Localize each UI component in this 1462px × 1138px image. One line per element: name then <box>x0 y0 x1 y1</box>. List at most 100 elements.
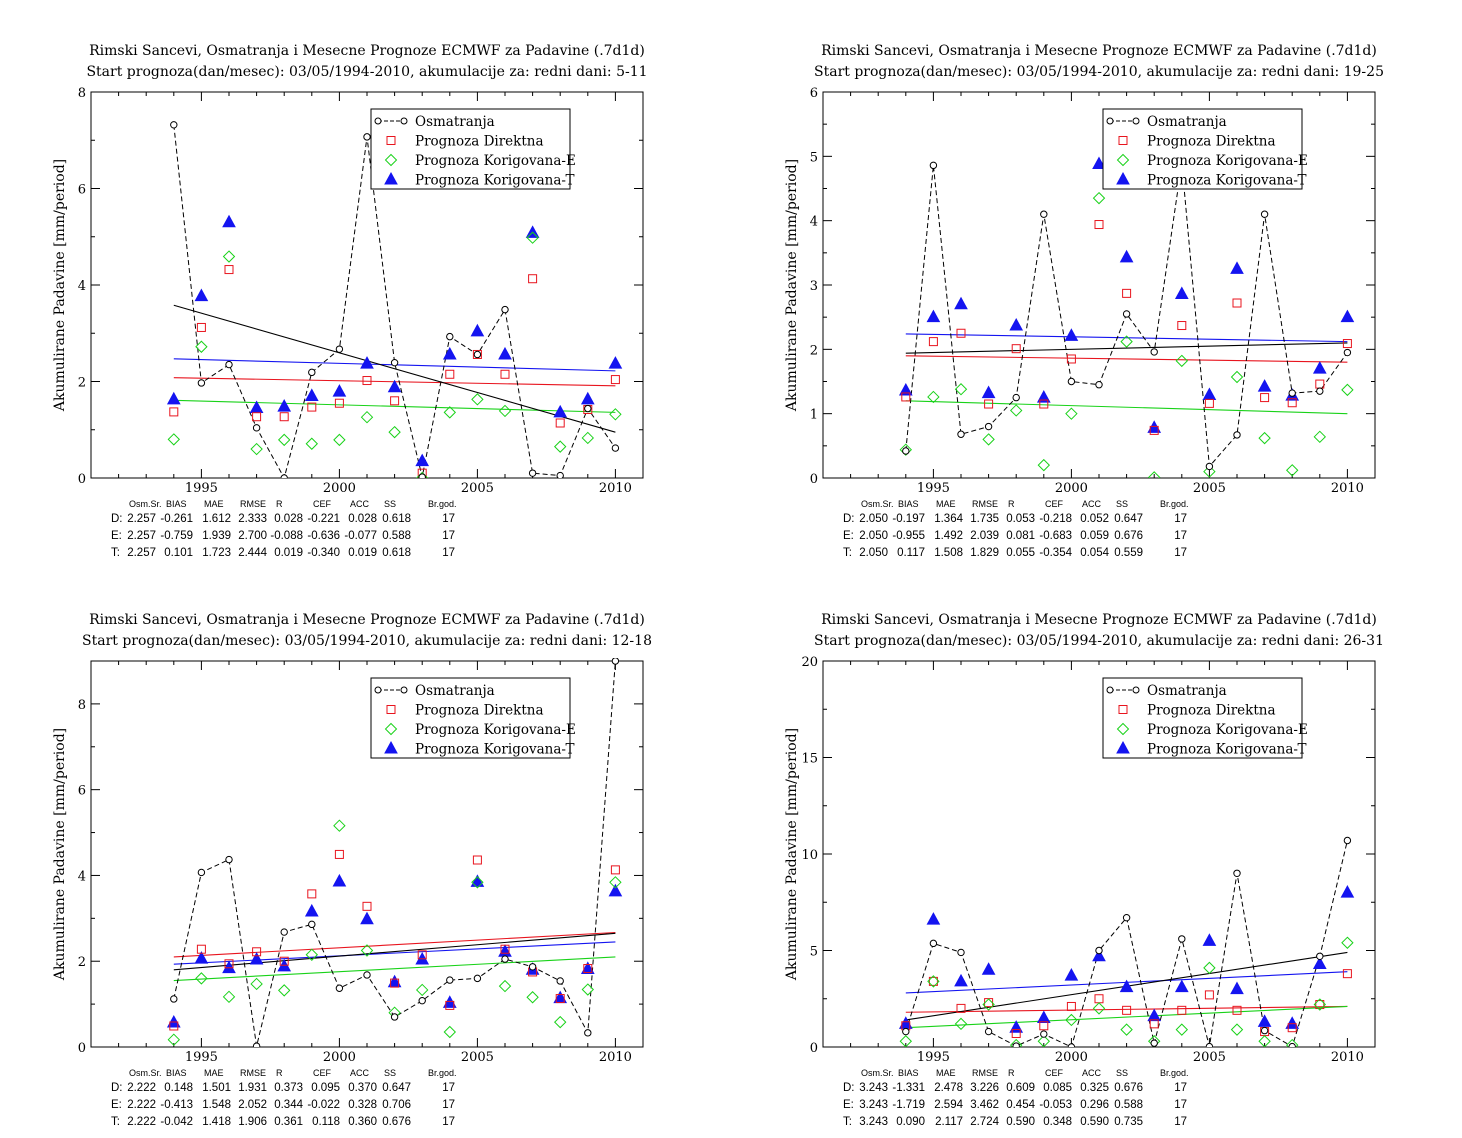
korigovana-e-point <box>1037 1035 1051 1047</box>
trendline-direktna <box>905 355 1348 363</box>
korigovana-t-point <box>954 973 968 987</box>
korigovana-t-point <box>387 379 402 393</box>
stats-cell: -0.197 <box>892 513 925 525</box>
korigovana-t-point <box>470 874 485 887</box>
y-tick-label: 3 <box>810 279 818 294</box>
stats-cell: 2.478 <box>934 1082 963 1094</box>
legend-circle-marker <box>374 686 382 694</box>
stats-cell: 2.050 <box>859 530 888 542</box>
korigovana-t-point <box>1092 948 1106 962</box>
stats-cell: 0.370 <box>348 1082 377 1094</box>
korigovana-e-point <box>250 977 263 991</box>
trendline-korigovana-t <box>905 333 1348 343</box>
stats-header: Br.god. <box>428 1068 457 1078</box>
y-tick-label: 6 <box>78 183 86 198</box>
x-tick-label: 2010 <box>599 481 632 496</box>
stats-cell: -0.088 <box>270 530 303 542</box>
direktna-point <box>196 944 206 954</box>
y-tick-label: 5 <box>810 150 818 165</box>
korigovana-e-point <box>1175 1023 1189 1036</box>
obs-point <box>1316 952 1324 960</box>
legend-marker <box>384 740 398 754</box>
legend-marker <box>1116 740 1130 754</box>
obs-point <box>418 473 426 478</box>
korigovana-e-point <box>333 819 346 832</box>
stats-cell: 0.328 <box>348 1099 377 1111</box>
direktna-point <box>555 418 565 428</box>
direktna-point <box>472 349 482 359</box>
direktna-point <box>1287 1023 1297 1033</box>
stats-cell: 2.050 <box>859 547 888 559</box>
stats-cell: -0.955 <box>892 530 925 542</box>
stats-cell: 3.462 <box>970 1099 999 1111</box>
korigovana-t-point <box>442 346 457 360</box>
stats-cell: 0.118 <box>312 1116 340 1128</box>
stats-cell: 2.444 <box>238 547 267 559</box>
obs-point <box>280 928 288 936</box>
stats-row-label: E: <box>843 530 854 542</box>
obs-point <box>363 133 371 141</box>
obs-point <box>473 350 482 359</box>
korigovana-e-point <box>360 944 374 957</box>
obs-point <box>957 430 965 438</box>
chart-subtitle: Start prognoza(dan/mesec): 03/05/1994-20… <box>814 633 1384 649</box>
stats-cell: 0.348 <box>1043 1116 1072 1128</box>
trendline-direktna <box>173 931 616 958</box>
korigovana-e-point <box>581 431 595 445</box>
y-axis-label: Akumulirane Padavine [mm/period] <box>52 728 68 981</box>
direktna-point <box>928 976 938 986</box>
korigovana-e-point <box>1092 1002 1106 1015</box>
korigovana-e-point <box>954 383 968 396</box>
legend-marker <box>1116 153 1130 167</box>
legend-label: Osmatranja <box>415 114 495 130</box>
korigovana-t-point <box>1119 249 1134 263</box>
obs-point <box>611 444 620 452</box>
korigovana-e-point <box>1147 471 1161 478</box>
stats-cell: 2.222 <box>127 1116 156 1128</box>
chart-subtitle: Start prognoza(dan/mesec): 03/05/1994-20… <box>82 633 652 649</box>
direktna-point <box>1149 425 1159 435</box>
direktna-point <box>390 396 400 406</box>
stats-cell: -0.636 <box>307 530 340 542</box>
obs-point <box>902 1027 910 1036</box>
stats-cell: 17 <box>1174 530 1187 542</box>
stats-cell: 17 <box>1174 513 1187 525</box>
legend-osmatranja: Osmatranja <box>374 683 495 699</box>
stats-cell: 2.257 <box>127 513 156 525</box>
direktna-point <box>1204 990 1214 1000</box>
y-tick-label: 2 <box>78 376 86 391</box>
y-tick-label: 0 <box>78 1041 86 1056</box>
korigovana-t-point <box>166 391 181 405</box>
legend-direktna: Prognoza Direktna <box>1118 134 1276 150</box>
y-tick-label: 0 <box>810 472 818 487</box>
stats-header: CEF <box>313 1068 332 1078</box>
korigovana-t-point <box>1147 1008 1162 1022</box>
korigovana-t-point <box>1064 328 1079 341</box>
direktna-point <box>555 994 565 1004</box>
stats-row-label: E: <box>111 530 122 542</box>
obs-point <box>170 121 178 129</box>
direktna-point <box>472 855 482 865</box>
x-tick-label: 1995 <box>185 1050 218 1065</box>
legend-circle-marker <box>1106 686 1114 694</box>
stats-cell: -0.683 <box>1039 530 1072 542</box>
stats-header: R <box>1008 1068 1015 1078</box>
chart-subtitle: Start prognoza(dan/mesec): 03/05/1994-20… <box>814 64 1384 80</box>
legend-marker <box>1118 136 1128 145</box>
y-tick-label: 20 <box>801 655 818 670</box>
x-tick-label: 2010 <box>599 1050 632 1065</box>
korigovana-e-point <box>609 408 622 421</box>
stats-header: SS <box>1116 1068 1128 1078</box>
korigovana-t-point <box>1119 979 1134 993</box>
korigovana-e-point <box>443 406 457 419</box>
obs-point <box>225 360 233 369</box>
korigovana-t-point <box>898 382 913 396</box>
legend-korigovana-e: Prognoza Korigovana-E <box>384 722 576 738</box>
stats-cell: -0.261 <box>160 513 193 525</box>
stats-header: Br.god. <box>428 499 457 509</box>
stats-cell: 3.226 <box>970 1082 999 1094</box>
x-tick-label: 2005 <box>1193 1050 1226 1065</box>
korigovana-e-point <box>1285 464 1299 477</box>
korigovana-t-point <box>954 296 968 310</box>
stats-cell: 0.735 <box>1114 1116 1143 1128</box>
